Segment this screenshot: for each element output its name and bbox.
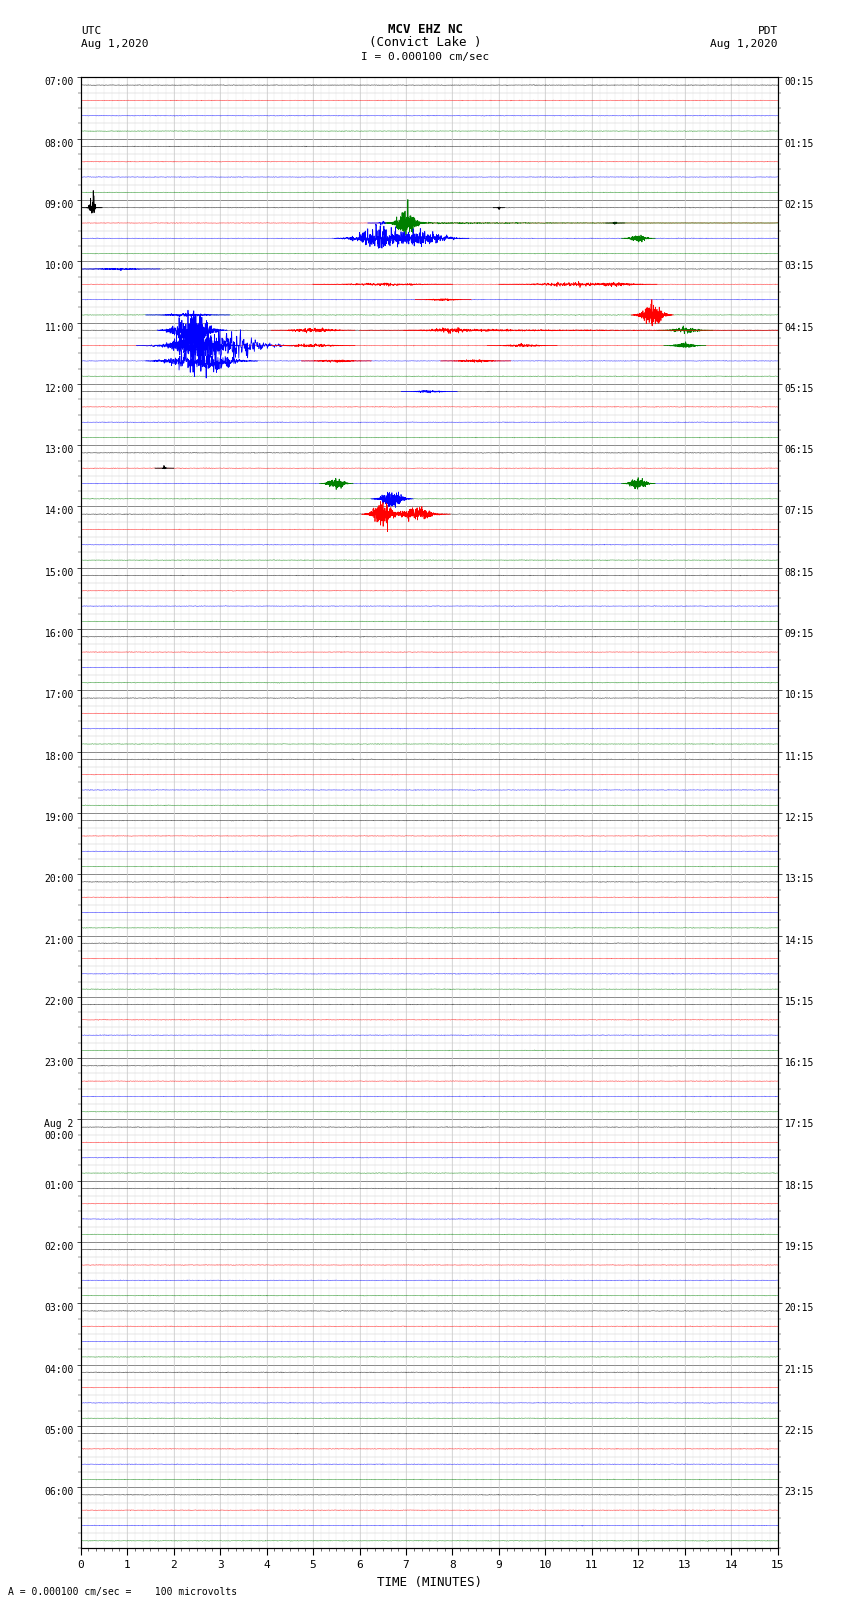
Text: PDT: PDT: [757, 26, 778, 37]
Text: I = 0.000100 cm/sec: I = 0.000100 cm/sec: [361, 52, 489, 63]
Text: (Convict Lake ): (Convict Lake ): [369, 35, 481, 50]
Text: Aug 1,2020: Aug 1,2020: [711, 39, 778, 50]
Text: UTC: UTC: [81, 26, 101, 37]
Text: MCV EHZ NC: MCV EHZ NC: [388, 23, 462, 37]
Text: A = 0.000100 cm/sec =    100 microvolts: A = 0.000100 cm/sec = 100 microvolts: [8, 1587, 238, 1597]
Text: Aug 1,2020: Aug 1,2020: [81, 39, 148, 50]
X-axis label: TIME (MINUTES): TIME (MINUTES): [377, 1576, 482, 1589]
